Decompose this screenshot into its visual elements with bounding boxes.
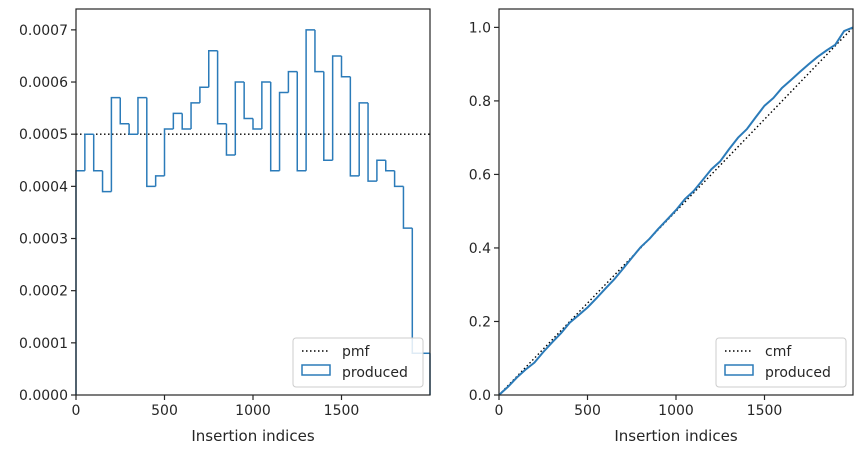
y-tick-label: 0.0006 <box>19 75 68 91</box>
histogram-bin <box>269 82 280 172</box>
pmf-y-axis-ticks: 0.0000 0.0001 0.0002 0.0003 0.0004 0.0005 0.00… <box>19 23 76 404</box>
cmf-plot: 0 500 1000 1500 0.0 0.2 0.4 0.6 0.8 1.0 Insertio… <box>469 8 854 445</box>
histogram-bin <box>385 160 395 172</box>
histogram-bin <box>367 102 377 182</box>
histogram-bin <box>92 134 103 172</box>
histogram-bin <box>314 29 324 73</box>
histogram-bin <box>287 70 298 93</box>
histogram-bin <box>243 82 253 120</box>
cmf-legend-patch-swatch <box>724 364 754 376</box>
cmf-plot-frame <box>498 8 854 396</box>
histogram-bin <box>75 169 85 395</box>
x-tick-label: 500 <box>574 403 601 419</box>
histogram-bin <box>216 50 227 125</box>
y-tick-label: 0.0 <box>469 388 491 404</box>
x-tick-label: 0 <box>72 403 81 419</box>
cmf-y-axis-ticks: 0.0 0.2 0.4 0.6 0.8 1.0 <box>469 20 499 404</box>
y-tick-label: 0.8 <box>469 94 491 110</box>
histogram-bin <box>119 97 130 125</box>
cmf-x-axis-label: Insertion indices <box>614 427 737 445</box>
x-tick-label: 1000 <box>658 403 694 419</box>
pmf-plot: 0 500 1000 1500 0.00000.00010.00020.00030.0… <box>19 8 431 445</box>
cmf-reference-line <box>498 26 854 396</box>
histogram-bin <box>181 113 192 130</box>
y-tick-label: 0.0002 <box>19 284 68 300</box>
histogram-bin <box>296 71 307 172</box>
histogram-bin <box>208 49 218 88</box>
histogram-bin <box>323 71 333 162</box>
x-tick-label: 1500 <box>324 403 360 419</box>
pmf-x-axis-label: Insertion indices <box>191 427 314 445</box>
histogram-bin <box>84 133 94 171</box>
x-tick-label: 1000 <box>235 403 271 419</box>
histogram-bin <box>340 55 351 78</box>
histogram-bin <box>349 76 360 177</box>
histogram-bin <box>402 186 413 229</box>
pmf-legend-label-produced: produced <box>342 365 408 381</box>
histogram-bin <box>128 123 138 135</box>
y-tick-label: 0.0007 <box>19 23 68 39</box>
histogram-bin <box>163 128 174 176</box>
y-tick-label: 0.0003 <box>19 232 68 248</box>
histogram-bin <box>234 81 245 156</box>
pmf-legend: pmf produced <box>292 337 424 388</box>
histogram-bin <box>199 86 209 103</box>
histogram-bin <box>190 102 200 129</box>
cmf-legend: cmf produced <box>715 337 847 388</box>
y-tick-label: 0.0004 <box>19 179 68 195</box>
x-tick-label: 1500 <box>747 403 783 419</box>
produced-cmf-line <box>498 26 854 396</box>
pmf-legend-patch-swatch <box>301 364 331 376</box>
histogram-bin <box>154 175 165 187</box>
y-tick-label: 0.4 <box>469 241 491 257</box>
cmf-legend-label-produced: produced <box>765 365 831 381</box>
cmf-x-axis-ticks: 0 500 1000 1500 <box>495 395 783 419</box>
y-tick-label: 0.0001 <box>19 336 68 352</box>
y-tick-label: 0.6 <box>469 167 491 183</box>
histogram-bin <box>137 96 147 135</box>
histogram-bin <box>411 228 422 355</box>
histogram-bin <box>305 29 315 171</box>
pmf-x-axis-ticks: 0 500 1000 1500 <box>72 395 360 419</box>
histogram-bin <box>101 170 112 193</box>
histogram-bin <box>358 102 369 176</box>
cmf-legend-label-cmf: cmf <box>765 344 792 360</box>
y-tick-label: 0.2 <box>469 314 491 330</box>
histogram-bin <box>225 123 236 156</box>
histogram-bin <box>393 170 404 188</box>
y-tick-label: 1.0 <box>469 20 491 36</box>
histogram-bin <box>331 55 342 161</box>
x-tick-label: 0 <box>495 403 504 419</box>
histogram-bin <box>261 81 271 129</box>
pmf-legend-label-pmf: pmf <box>342 344 371 360</box>
histogram-bin <box>376 159 386 182</box>
histogram-bin <box>110 96 121 192</box>
histogram-bin <box>146 97 156 188</box>
y-tick-label: 0.0005 <box>19 127 68 143</box>
histogram-bin <box>278 91 289 171</box>
y-tick-label: 0.0000 <box>19 388 68 404</box>
histogram-bin <box>252 118 262 130</box>
pmf-plot-frame <box>75 8 431 396</box>
x-tick-label: 500 <box>151 403 178 419</box>
histogram-bin <box>172 112 183 129</box>
